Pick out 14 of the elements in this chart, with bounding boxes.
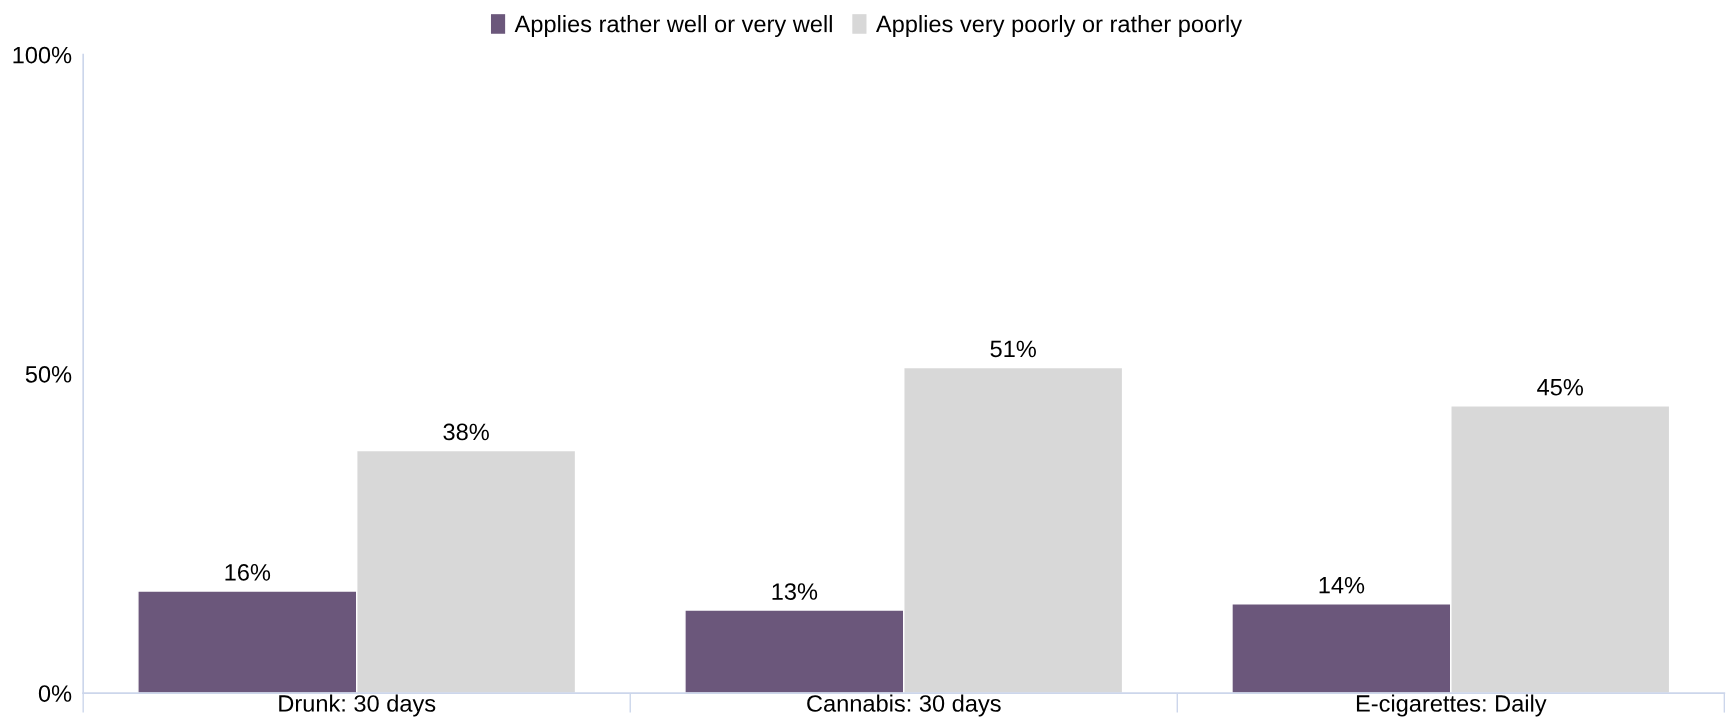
text: 45% [1537,378,1584,396]
x-tick-label: Cannabis: 30 days [807,694,1001,717]
text: 38% [443,423,489,441]
y-tick-label: 50% [25,365,72,383]
y-tick-label: 100% [13,46,72,64]
legend-label: Applies rather well or very well [514,15,832,38]
text: 13% [772,583,818,600]
y-tick-label: 0% [38,685,72,702]
text: 16% [225,564,271,581]
legend-label: Applies very poorly or rather poorly [875,15,1243,38]
x-tick-label: E-cigarettes: Daily [1356,694,1547,717]
x-tick-label: Drunk: 30 days [279,694,436,717]
text: 51% [990,340,1036,358]
text: 14% [1319,576,1365,594]
